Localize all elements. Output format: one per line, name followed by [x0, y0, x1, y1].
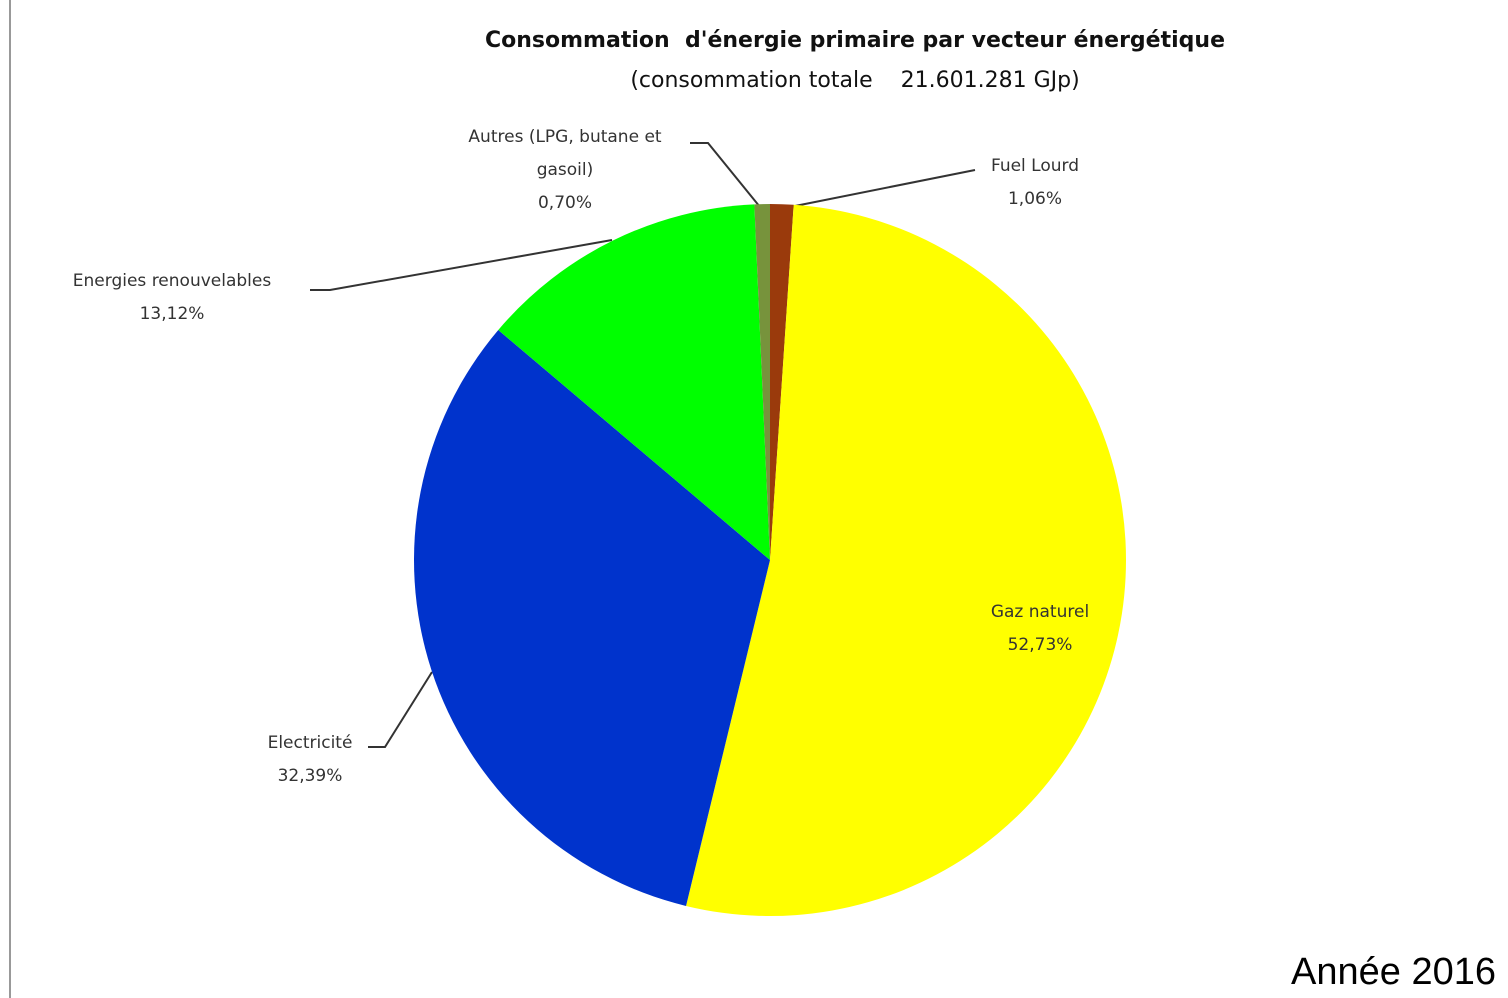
slice-label: Energies renouvelables 13,12% — [73, 265, 271, 331]
pie-slice — [498, 204, 770, 560]
value-label: 52,73% — [1007, 635, 1073, 655]
pie-slice — [770, 204, 794, 560]
category-label: Energies renouvelables — [72, 271, 272, 291]
pie-slice — [414, 329, 770, 906]
pie-slice — [686, 204, 1127, 917]
value-label: 13,12% — [139, 304, 205, 324]
chart-subtitle: (consommation totale 21.601.281 GJp) — [630, 68, 1080, 93]
category-label: Autres (LPG, butane et gasoil) — [468, 127, 662, 180]
slice-label: Fuel Lourd 1,06% — [991, 150, 1079, 216]
leader-line — [368, 671, 433, 748]
value-label: 0,70% — [537, 193, 592, 213]
category-label: Electricité — [267, 733, 353, 753]
slice-label: Gaz naturel 52,73% — [991, 596, 1089, 662]
value-label: 1,06% — [1007, 189, 1063, 209]
annotation: Année 2016 — [1291, 951, 1496, 993]
slice-label: Electricité 32,39% — [268, 727, 353, 793]
category-label: Gaz naturel — [990, 602, 1090, 622]
chart-title: Consommation d'énergie primaire par vect… — [485, 28, 1225, 53]
pie-slice — [754, 204, 770, 560]
value-label: 32,39% — [277, 766, 343, 786]
slice-label: Autres (LPG, butane et gasoil) 0,70% — [458, 121, 673, 220]
leader-line — [310, 239, 613, 291]
leader-line — [789, 169, 976, 208]
category-label: Fuel Lourd — [990, 156, 1080, 176]
leader-line — [690, 142, 761, 208]
